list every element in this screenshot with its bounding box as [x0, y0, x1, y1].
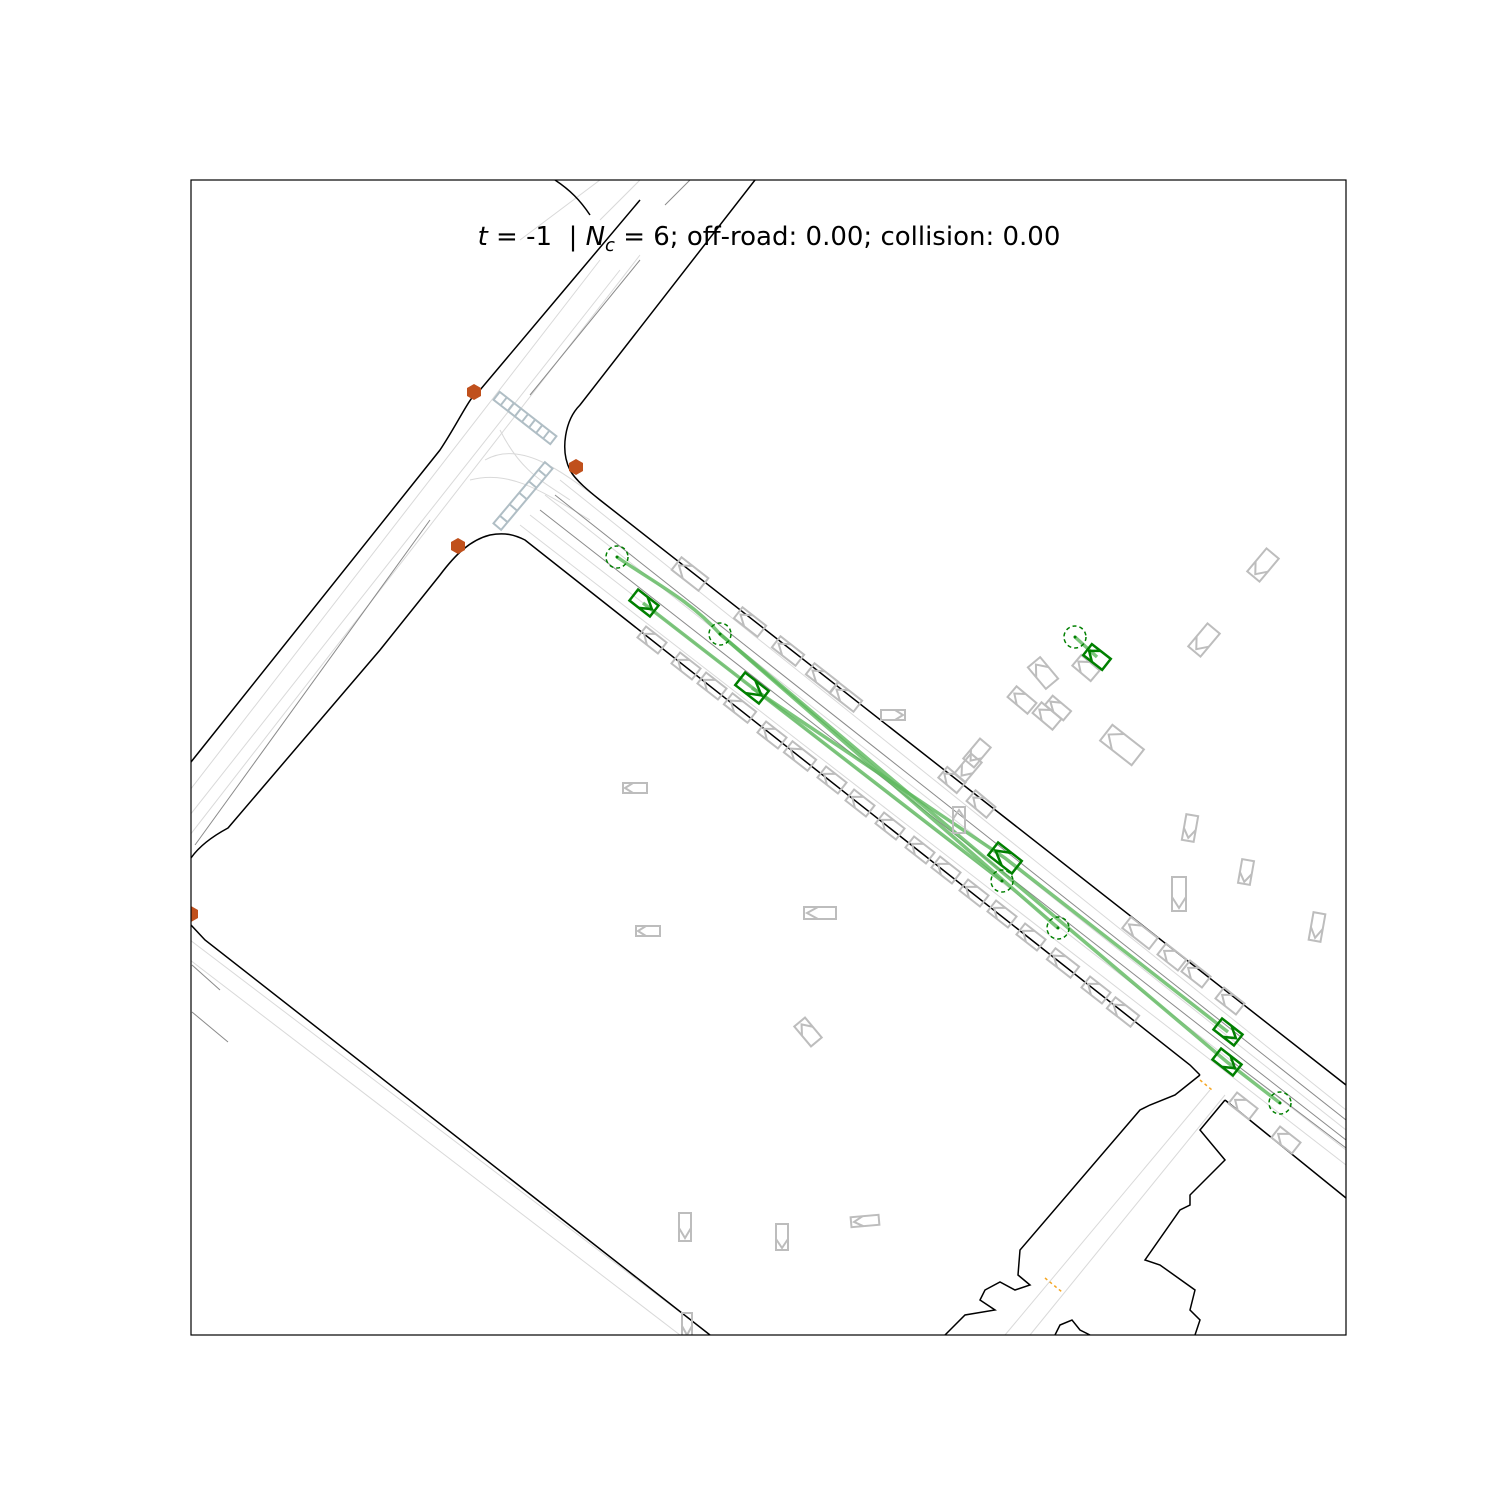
- map-layer: [191, 180, 1346, 1335]
- vehicle-box-icon: [849, 1213, 881, 1229]
- stop-sign-icon: [467, 384, 481, 400]
- goal-centers: [615, 555, 1282, 1105]
- parked-vehicles: [622, 546, 1327, 1335]
- vehicle-box-icon: [756, 720, 788, 750]
- vehicle-box-icon: [622, 782, 648, 794]
- stop-sign-icon: [451, 538, 465, 554]
- vehicle-box-icon: [1245, 546, 1281, 584]
- vehicle-box-icon: [1186, 621, 1222, 659]
- vehicle-box-icon: [1006, 684, 1038, 716]
- vehicle-box-icon: [1045, 946, 1081, 980]
- vehicle-box-icon: [670, 651, 702, 681]
- plot-frame: [190, 179, 1347, 1336]
- vehicle-box-icon: [904, 835, 936, 865]
- goal-circle-icon: [1046, 916, 1070, 940]
- controlled-vehicles: [627, 587, 1245, 1078]
- vehicle-box-icon: [1015, 922, 1047, 952]
- vehicle-box-icon: [770, 634, 806, 668]
- vehicle-box-icon: [627, 587, 661, 619]
- vehicle-box-icon: [792, 1016, 824, 1048]
- vehicle-box-icon: [1180, 959, 1212, 989]
- vehicle-box-icon: [1080, 975, 1112, 1005]
- stop-sign-icon: [569, 459, 583, 475]
- vehicle-box-icon: [1211, 1016, 1245, 1048]
- title-metrics: = 6; off-road: 0.00; collision: 0.00: [615, 222, 1060, 252]
- title-t-symbol: t: [478, 222, 489, 252]
- title-t-value: = -1 |: [488, 222, 586, 252]
- vehicle-box-icon: [722, 691, 758, 725]
- vehicle-box-icon: [678, 1212, 692, 1242]
- goal-circle-icon: [708, 622, 732, 646]
- goal-circle-icon: [990, 869, 1014, 893]
- vehicle-box-icon: [1098, 723, 1146, 767]
- vehicle-box-icon: [681, 1312, 693, 1335]
- vehicle-box-icon: [1236, 857, 1256, 887]
- goal-circle-icon: [1063, 625, 1087, 649]
- goal-markers: [605, 545, 1292, 1115]
- title-n-symbol: N: [586, 222, 605, 252]
- vehicle-box-icon: [880, 709, 906, 721]
- vehicle-box-icon: [1171, 876, 1187, 912]
- vehicle-box-icon: [1026, 655, 1060, 691]
- vehicle-box-icon: [670, 555, 710, 593]
- vehicle-box-icon: [1081, 642, 1113, 672]
- vehicle-box-icon: [874, 811, 906, 841]
- vehicle-box-icon: [986, 899, 1018, 929]
- vehicle-box-icon: [952, 806, 966, 834]
- vehicle-box-icon: [1270, 1125, 1302, 1155]
- lane-lines: [191, 180, 1346, 1335]
- vehicle-box-icon: [733, 670, 771, 706]
- vehicle-box-icon: [732, 605, 768, 639]
- vehicle-box-icon: [1214, 986, 1246, 1016]
- crosswalks: [492, 390, 558, 532]
- vehicle-box-icon: [1307, 911, 1327, 943]
- goal-circle-icon: [605, 545, 629, 569]
- vehicle-box-icon: [782, 739, 818, 773]
- title-n-subscript: c: [605, 235, 615, 256]
- vehicle-box-icon: [635, 925, 661, 937]
- vehicle-box-icon: [986, 840, 1024, 876]
- vehicle-box-icon: [1180, 812, 1200, 844]
- vehicle-box-icon: [965, 788, 997, 820]
- vehicle-box-icon: [696, 671, 728, 701]
- vehicle-box-icon: [775, 1223, 789, 1251]
- vehicle-box-icon: [816, 765, 848, 795]
- vehicle-box-icon: [828, 680, 864, 714]
- vehicle-box-icon: [1043, 694, 1073, 722]
- vehicle-box-icon: [1210, 1046, 1244, 1078]
- vehicle-box-icon: [1227, 1091, 1259, 1121]
- vehicle-box-icon: [803, 906, 837, 920]
- lane-markers-orange: [1044, 1079, 1213, 1293]
- vehicle-box-icon: [936, 765, 968, 795]
- plot-title: t = -1 | Nc = 6; off-road: 0.00; collisi…: [478, 222, 1061, 256]
- vehicle-box-icon: [1156, 942, 1188, 972]
- vehicle-box-icon: [1070, 653, 1102, 683]
- stop-signs: [191, 384, 583, 922]
- vehicle-box-icon: [636, 625, 668, 655]
- lane-dividers: [191, 180, 1346, 1149]
- vehicle-box-icon: [1105, 995, 1141, 1029]
- stop-sign-icon: [191, 906, 198, 922]
- vehicle-box-icon: [958, 878, 990, 908]
- vehicle-box-icon: [1120, 915, 1160, 951]
- trajectories: [615, 555, 1282, 1105]
- goal-circle-icon: [1268, 1091, 1292, 1115]
- vehicle-box-icon: [930, 855, 962, 885]
- vehicle-box-icon: [844, 788, 876, 818]
